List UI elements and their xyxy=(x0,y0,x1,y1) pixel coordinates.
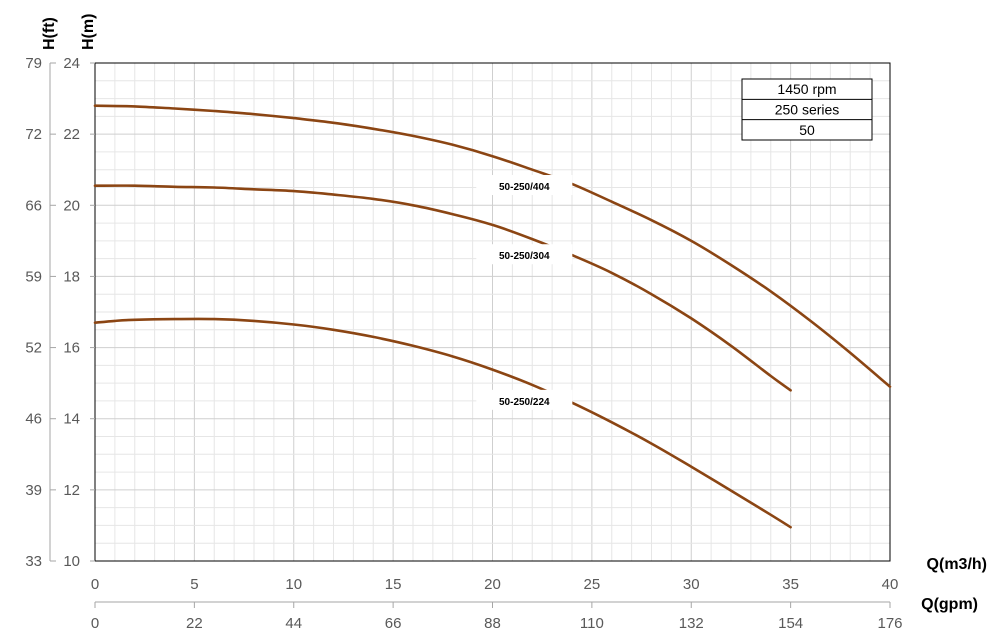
curve-50-250/224 xyxy=(93,317,792,529)
ft-tick-label: 46 xyxy=(25,411,42,428)
gpm-tick-label: 154 xyxy=(778,615,803,632)
ft-tick-label: 33 xyxy=(25,553,42,570)
gpm-tick-label: 176 xyxy=(877,615,902,632)
ft-tick-label: 39 xyxy=(25,482,42,499)
x-tick-label: 30 xyxy=(683,576,700,593)
x-tick-label: 10 xyxy=(285,576,302,593)
ft-tick-label: 52 xyxy=(25,340,42,357)
ft-tick-label: 79 xyxy=(25,55,42,72)
m-tick-label: 22 xyxy=(63,126,80,143)
curve-label-bg xyxy=(476,175,573,196)
curve-label: 50-250/304 xyxy=(499,251,550,262)
x-axis-title-m3h: Q(m3/h) xyxy=(927,556,987,573)
m-tick-label: 10 xyxy=(63,553,80,570)
y-axis-title-ft: H(ft) xyxy=(41,17,58,50)
x-tick-label: 0 xyxy=(91,576,99,593)
ft-tick-label: 66 xyxy=(25,197,42,214)
plot-frame xyxy=(94,62,891,562)
gpm-tick-label: 110 xyxy=(580,615,604,632)
m-tick-label: 14 xyxy=(63,411,80,428)
legend-row: 1450 rpm xyxy=(777,81,836,97)
curve-label-bg xyxy=(476,389,573,410)
gpm-tick-label: 132 xyxy=(679,615,704,632)
curve-label: 50-250/404 xyxy=(499,182,550,193)
m-tick-label: 20 xyxy=(63,197,80,214)
x-tick-label: 5 xyxy=(190,576,198,593)
x-tick-label: 20 xyxy=(484,576,501,593)
gpm-tick-label: 44 xyxy=(285,615,302,632)
x-tick-label: 25 xyxy=(584,576,601,593)
grid-layer xyxy=(94,62,891,562)
gpm-tick-label: 66 xyxy=(385,615,402,632)
gpm-tick-label: 22 xyxy=(186,615,203,632)
m-tick-label: 16 xyxy=(63,340,80,357)
m-tick-label: 12 xyxy=(63,482,80,499)
ft-tick-label: 72 xyxy=(25,126,42,143)
y-axis-title-m: H(m) xyxy=(80,14,97,50)
x-tick-label: 35 xyxy=(782,576,799,593)
gpm-tick-label: 88 xyxy=(484,615,501,632)
legend-frame xyxy=(741,78,873,141)
legend-row: 250 series xyxy=(775,102,840,118)
x-tick-label: 15 xyxy=(385,576,402,593)
axis-layer: 33 10 39 12 46 14 52 16 59 18 66 20 72 22 79 24 H(ft) H(m… xyxy=(25,14,987,632)
ft-tick-label: 59 xyxy=(25,268,42,285)
gpm-tick-label: 0 xyxy=(91,615,99,632)
legend-row: 50 xyxy=(799,122,815,138)
curve-layer: 50-250/404 50-250/304 50-250/224 xyxy=(93,104,892,529)
curve-50-250/304 xyxy=(93,184,792,392)
curve-label: 50-250/224 xyxy=(499,397,550,408)
legend-box: 1450 rpm 250 series 50 xyxy=(741,78,873,141)
m-tick-label: 18 xyxy=(63,268,80,285)
m-tick-label: 24 xyxy=(63,55,80,72)
x-axis-title-gpm: Q(gpm) xyxy=(921,596,978,613)
x-tick-label: 40 xyxy=(882,576,899,593)
curve-50-250/404 xyxy=(93,104,892,388)
curve-label-bg xyxy=(476,244,573,265)
